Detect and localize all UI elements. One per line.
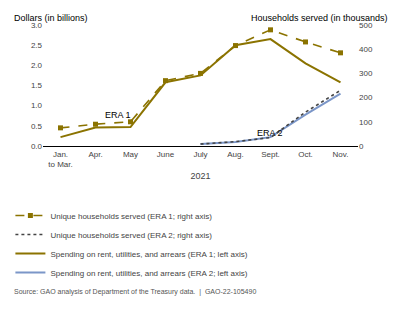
- svg-text:Nov.: Nov.: [333, 150, 349, 159]
- svg-text:Apr.: Apr.: [88, 150, 102, 159]
- svg-text:0: 0: [359, 142, 364, 151]
- svg-text:2.5: 2.5: [31, 41, 43, 50]
- svg-text:2021: 2021: [190, 171, 210, 181]
- svg-text:3.0: 3.0: [31, 21, 43, 30]
- svg-text:Unique households served (ERA: Unique households served (ERA 1; right a…: [50, 212, 212, 221]
- svg-text:0.5: 0.5: [31, 122, 43, 131]
- svg-text:0.0: 0.0: [31, 142, 43, 151]
- svg-text:ERA 1: ERA 1: [105, 110, 131, 120]
- svg-text:100: 100: [359, 118, 373, 127]
- svg-text:Unique households served (ERA: Unique households served (ERA 2; right a…: [50, 231, 212, 240]
- svg-text:Sept.: Sept.: [261, 150, 280, 159]
- svg-text:300: 300: [359, 69, 373, 78]
- svg-text:May: May: [123, 150, 138, 159]
- svg-text:Aug.: Aug.: [227, 150, 243, 159]
- svg-text:June: June: [157, 150, 175, 159]
- svg-text:1.0: 1.0: [31, 101, 43, 110]
- svg-text:July: July: [193, 150, 207, 159]
- svg-text:1.5: 1.5: [31, 81, 43, 90]
- svg-text:Spending on rent, utilities, a: Spending on rent, utilities, and arrears…: [50, 250, 247, 259]
- svg-text:Households served (in thousand: Households served (in thousands): [251, 13, 388, 23]
- svg-text:Jan.to Mar.: Jan.to Mar.: [48, 150, 72, 169]
- svg-text:500: 500: [359, 21, 373, 30]
- svg-text:2.0: 2.0: [31, 61, 43, 70]
- svg-text:Oct.: Oct.: [298, 150, 313, 159]
- svg-text:200: 200: [359, 93, 373, 102]
- svg-text:400: 400: [359, 45, 373, 54]
- svg-text:Dollars (in billions): Dollars (in billions): [14, 13, 88, 23]
- svg-text:ERA 2: ERA 2: [257, 128, 283, 138]
- svg-text:Spending on rent, utilities, a: Spending on rent, utilities, and arrears…: [50, 269, 247, 278]
- svg-text:Source: GAO analysis of Depart: Source: GAO analysis of Department of th…: [14, 288, 256, 296]
